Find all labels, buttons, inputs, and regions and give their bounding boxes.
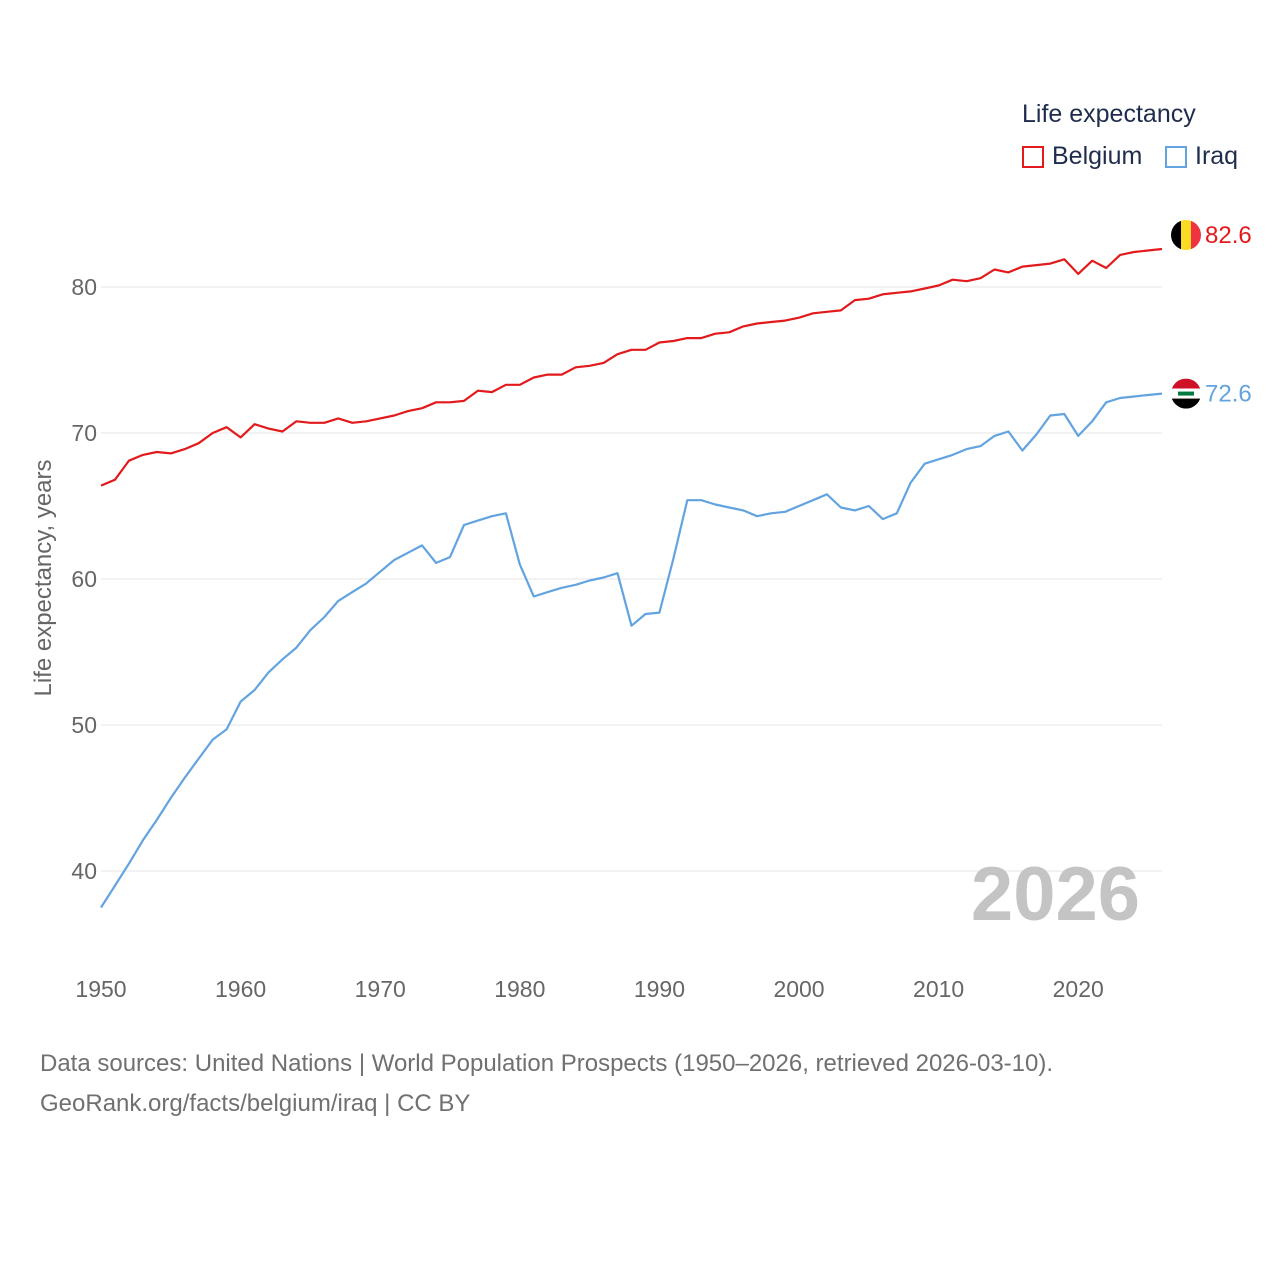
y-axis-label: Life expectancy, years — [30, 459, 57, 696]
y-tick-label-60: 60 — [71, 566, 97, 592]
x-tick-label-2020: 2020 — [1053, 976, 1104, 1002]
end-value-label-belgium: 82.6 — [1205, 222, 1252, 249]
legend-title: Life expectancy — [1022, 100, 1196, 128]
series-line-belgium[interactable] — [100, 247, 1163, 487]
y-tick-label-50: 50 — [71, 712, 97, 738]
x-tick-label-1990: 1990 — [634, 976, 685, 1002]
x-tick-label-2010: 2010 — [913, 976, 964, 1002]
year-watermark: 2026 — [971, 852, 1140, 937]
x-tick-label-1980: 1980 — [494, 976, 545, 1002]
end-value-label-iraq: 72.6 — [1205, 381, 1252, 408]
y-tick-label-80: 80 — [71, 274, 97, 300]
attribution-link[interactable]: GeoRank.org/facts/belgium/iraq | CC BY — [40, 1090, 471, 1117]
legend-label-belgium: Belgium — [1052, 142, 1143, 170]
legend-item-belgium[interactable]: Belgium — [1022, 142, 1142, 171]
y-tick-label-70: 70 — [71, 420, 97, 446]
flag-iraq-icon — [1171, 378, 1201, 409]
legend-swatch-belgium — [1022, 145, 1044, 168]
x-tick-label-1960: 1960 — [215, 976, 266, 1002]
y-tick-label-40: 40 — [71, 858, 97, 884]
data-sources-line: Data sources: United Nations | World Pop… — [40, 1050, 1054, 1077]
legend-item-iraq[interactable]: Iraq — [1165, 142, 1238, 171]
legend-swatch-iraq — [1165, 145, 1187, 168]
x-tick-label-2000: 2000 — [773, 976, 824, 1002]
x-tick-label-1970: 1970 — [355, 976, 406, 1002]
line-chart: 40 50 60 70 80 1950 1960 1970 1980 1990 2000 2010 2… — [30, 220, 1252, 1002]
x-tick-label-1950: 1950 — [75, 976, 126, 1002]
flag-belgium-icon — [1171, 220, 1201, 251]
data-sources: Data sources: United Nations | World Pop… — [40, 1044, 1053, 1124]
series-line-iraq[interactable] — [100, 392, 1163, 909]
legend-label-iraq: Iraq — [1195, 142, 1239, 170]
